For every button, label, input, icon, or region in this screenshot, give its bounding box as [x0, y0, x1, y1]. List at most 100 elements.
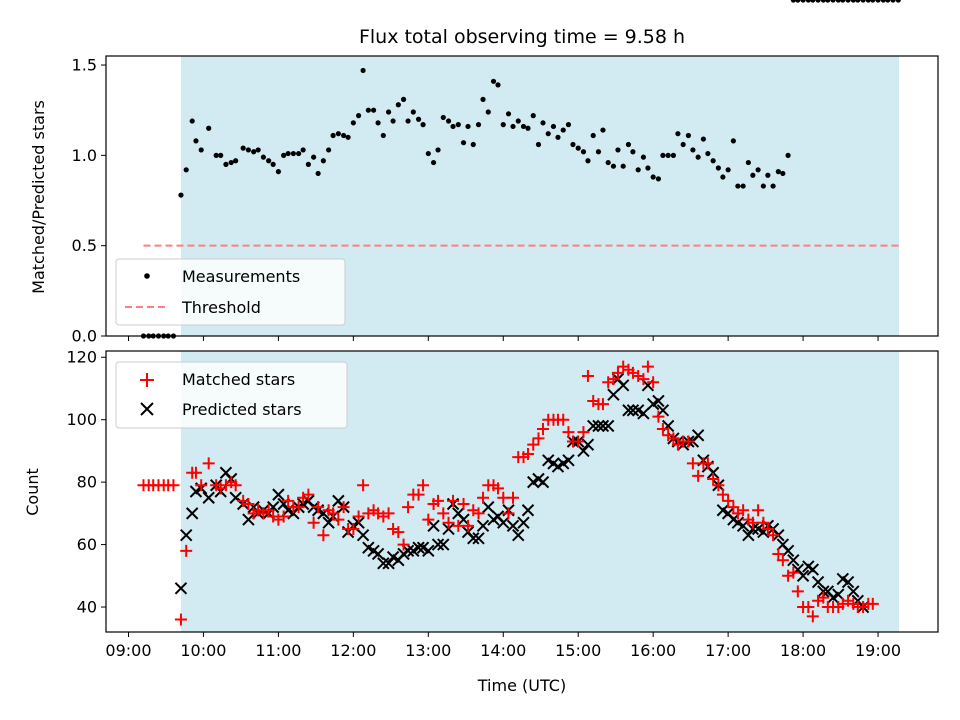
measurement-point: [710, 158, 716, 164]
matched-stars-point: [562, 426, 575, 439]
measurement-point: [430, 159, 437, 166]
bottom-xtick-label: 19:00: [855, 641, 901, 660]
predicted-stars-point: [736, 519, 750, 533]
top-legend-measurements-marker: [144, 273, 150, 279]
matched-stars-point: [682, 435, 695, 448]
predicted-stars-point: [242, 513, 255, 526]
matched-stars-point: [701, 457, 714, 470]
matched-stars-point: [327, 507, 340, 520]
measurement-point: [855, 0, 861, 3]
measurement-point: [296, 150, 302, 157]
predicted-stars-point: [497, 516, 510, 529]
measurement-point: [540, 120, 546, 126]
matched-stars-point: [432, 494, 445, 507]
predicted-stars-point: [521, 504, 535, 517]
measurement-point: [800, 0, 806, 3]
measurement-point: [545, 131, 551, 137]
measurement-point: [850, 0, 856, 3]
bottom-points: [137, 361, 879, 626]
matched-stars-point: [382, 507, 395, 520]
measurement-point: [780, 170, 786, 177]
predicted-stars-point: [586, 419, 600, 433]
predicted-stars-point: [472, 532, 485, 545]
chart-title: Flux total observing time = 9.58 h: [359, 26, 685, 48]
matched-stars-point: [277, 510, 290, 523]
matched-stars-point: [727, 501, 740, 514]
measurement-point: [705, 150, 711, 157]
measurement-point: [830, 0, 836, 3]
predicted-stars-point: [536, 475, 550, 489]
measurement-point: [470, 141, 476, 148]
measurement-point: [375, 120, 381, 126]
predicted-stars-point: [179, 529, 193, 542]
measurement-point: [730, 138, 736, 144]
measurement-point: [480, 96, 486, 102]
bottom-frame: [105, 350, 939, 633]
predicted-stars-point: [377, 557, 390, 570]
measurement-point: [575, 145, 581, 151]
predicted-stars-point: [431, 538, 445, 551]
x-axis-label: Time (UTC): [477, 676, 566, 695]
measurement-point: [875, 0, 881, 3]
measurement-point: [240, 145, 246, 151]
bottom-xtick-label: 14:00: [480, 641, 526, 660]
measurement-point: [695, 154, 701, 160]
matched-stars-point: [737, 504, 750, 517]
predicted-stars-point: [652, 394, 665, 408]
measurement-point: [685, 132, 692, 139]
bottom-ytick-label: 100: [66, 410, 97, 429]
matched-stars-point: [866, 597, 879, 610]
predicted-stars-point: [817, 585, 830, 598]
matched-stars-point: [282, 494, 295, 507]
predicted-stars-point: [596, 419, 610, 433]
top-points: [140, 0, 901, 339]
measurement-point: [495, 82, 501, 88]
predicted-stars-point: [352, 516, 365, 529]
matched-stars-point: [761, 522, 774, 535]
measurement-point: [765, 172, 771, 178]
measurement-point: [725, 167, 731, 173]
measurement-point: [400, 96, 407, 102]
measurement-point: [420, 122, 426, 128]
measurement-point: [460, 140, 467, 146]
matched-stars-point: [502, 507, 515, 520]
measurement-point: [425, 150, 431, 157]
bottom-legend-predicted-label: Predicted stars: [182, 400, 302, 419]
measurement-point: [245, 147, 252, 153]
predicted-stars-point: [847, 585, 860, 598]
top-legend-threshold-label: Threshold: [181, 298, 261, 317]
predicted-stars-point: [517, 516, 530, 529]
measurement-point: [835, 0, 841, 3]
measurement-point: [680, 141, 686, 148]
bottom-xtick-label: 09:00: [105, 641, 151, 660]
measurement-point: [720, 174, 726, 180]
measurement-point: [365, 107, 371, 113]
matched-stars-point: [189, 466, 202, 479]
matched-stars-point: [262, 504, 275, 517]
matched-stars-point: [611, 366, 624, 379]
matched-stars-point: [412, 488, 425, 501]
matched-stars-point: [757, 516, 770, 529]
top-legend-box: [115, 258, 346, 326]
measurement-point: [490, 78, 497, 84]
bottom-xtick-label: 15:00: [555, 641, 601, 660]
matched-stars-point: [647, 376, 660, 389]
matched-stars-point: [767, 529, 780, 542]
bottom-xtick-label: 12:00: [330, 641, 376, 660]
measurement-point: [585, 158, 591, 164]
measurement-point: [895, 0, 901, 3]
measurement-point: [206, 125, 212, 131]
measurement-point: [305, 161, 311, 167]
measurement-point: [223, 161, 229, 167]
measurement-point: [580, 149, 587, 155]
matched-stars-point: [722, 494, 735, 507]
measurement-point: [620, 163, 626, 169]
measurement-point: [330, 132, 336, 139]
matched-stars-point: [536, 423, 549, 436]
matched-stars-point: [347, 522, 360, 535]
top-y-ticks: 0.0 0.5 1.0 1.5: [72, 56, 106, 346]
predicted-stars-point: [356, 529, 370, 542]
bottom-ytick-label: 60: [77, 535, 97, 554]
matched-stars-point: [637, 373, 650, 386]
top-frame: [105, 55, 939, 337]
